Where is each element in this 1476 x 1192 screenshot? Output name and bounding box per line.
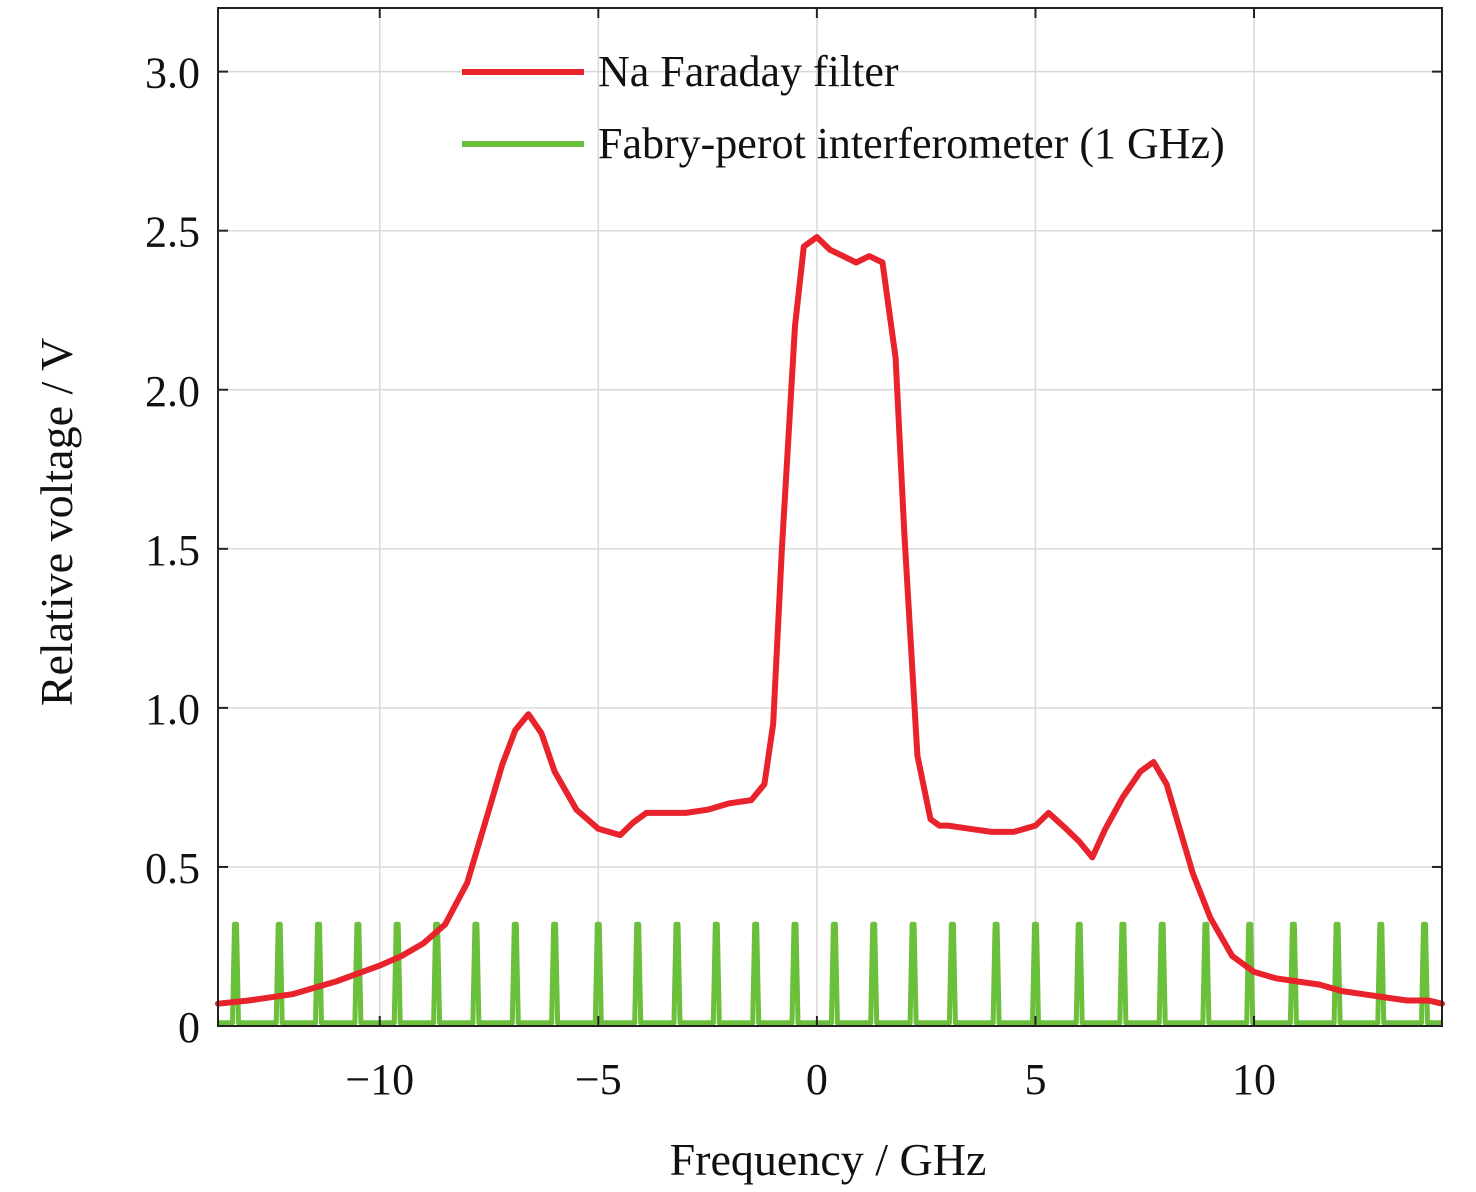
axis-ticks (218, 8, 1442, 1027)
y-tick-label: 1.0 (145, 685, 200, 734)
plot-series (215, 234, 1445, 1026)
legend-label-faraday: Na Faraday filter (598, 47, 899, 96)
y-tick-label: 0 (178, 1003, 200, 1052)
y-tick-label: 2.5 (145, 208, 200, 257)
plot-frame (217, 7, 1443, 1027)
x-tick-labels: −10 −5 0 5 10 (345, 1055, 1276, 1104)
x-tick-label: 5 (1024, 1055, 1046, 1104)
y-tick-labels: 0 0.5 1.0 1.5 2.0 2.5 3.0 (145, 49, 200, 1052)
y-axis-label: Relative voltage / V (31, 338, 82, 706)
y-tick-label: 1.5 (145, 526, 200, 575)
x-axis-label: Frequency / GHz (670, 1134, 987, 1185)
grid-lines (218, 8, 1442, 1026)
y-tick-label: 2.0 (145, 367, 200, 416)
x-tick-label: 10 (1232, 1055, 1276, 1104)
legend: Na Faraday filter Fabry-perot interferom… (462, 47, 1225, 168)
legend-label-fabry-perot: Fabry-perot interferometer (1 GHz) (598, 119, 1225, 168)
y-tick-label: 3.0 (145, 49, 200, 98)
x-tick-label: −10 (345, 1055, 414, 1104)
series-line-fabry-perot (218, 921, 1442, 1026)
y-tick-label: 0.5 (145, 844, 200, 893)
x-tick-label: −5 (575, 1055, 622, 1104)
series-line-faraday (215, 234, 1445, 1007)
x-tick-label: 0 (806, 1055, 828, 1104)
